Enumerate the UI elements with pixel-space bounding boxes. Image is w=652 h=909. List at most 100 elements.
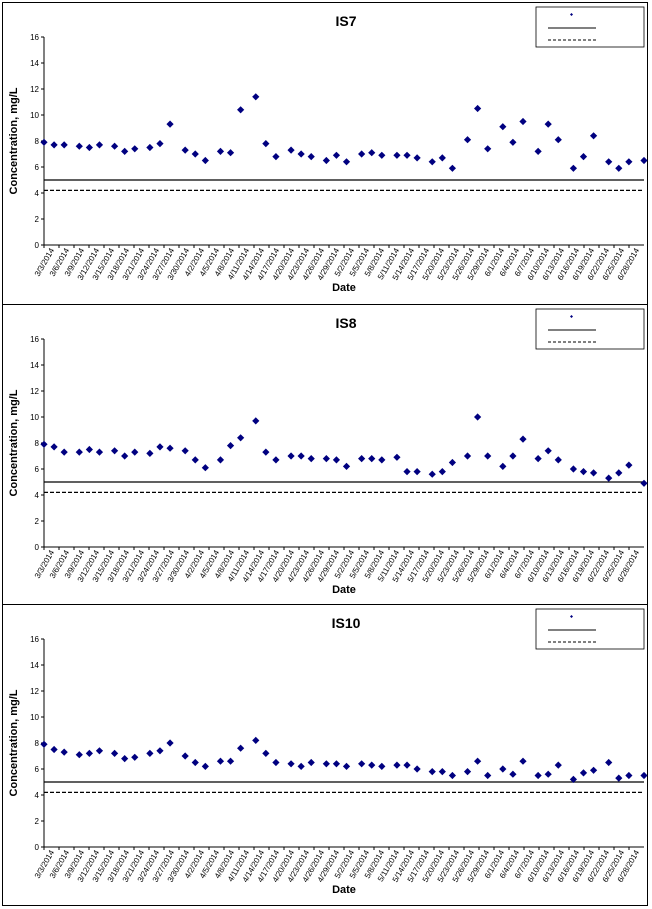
data-point <box>146 749 154 757</box>
y-tick-label: 6 <box>35 465 40 474</box>
data-point <box>484 452 492 460</box>
data-point <box>332 760 341 768</box>
data-point <box>484 771 492 780</box>
data-point <box>156 443 164 451</box>
y-tick-label: 14 <box>30 361 39 370</box>
data-point <box>554 136 562 144</box>
data-point <box>438 154 446 162</box>
data-point <box>438 768 446 776</box>
y-tick-label: 4 <box>35 791 40 800</box>
data-point <box>448 458 457 467</box>
data-point <box>448 164 457 172</box>
data-point <box>569 465 578 473</box>
data-point <box>85 143 93 152</box>
chart-panel-is10: IS10 0 2 4 6 8 10 12 14 16 3/3/2014 3/6/2014 3/9/201… <box>4 606 648 904</box>
data-point <box>605 474 613 482</box>
data-point <box>519 117 527 126</box>
data-point <box>60 748 68 756</box>
data-point <box>463 136 472 144</box>
data-point <box>332 456 341 464</box>
data-point <box>110 142 119 150</box>
data-point <box>262 448 270 456</box>
data-point <box>544 770 552 778</box>
y-tick-label: 12 <box>30 687 39 696</box>
data-point <box>589 766 598 774</box>
data-point <box>297 150 305 158</box>
y-axis-title: Concentration, mg/L <box>8 389 20 496</box>
data-point <box>146 143 154 152</box>
panel-divider <box>2 604 648 605</box>
y-tick-label: 6 <box>35 765 40 774</box>
data-point <box>544 447 552 455</box>
data-point <box>428 470 436 478</box>
data-point <box>75 142 83 150</box>
legend-box <box>535 608 645 650</box>
data-point <box>166 739 174 747</box>
data-point <box>378 762 386 770</box>
data-point <box>403 151 411 159</box>
data-point <box>625 771 633 780</box>
data-point <box>191 758 199 767</box>
data-point <box>358 455 366 463</box>
data-point <box>191 150 199 158</box>
data-point <box>262 140 270 148</box>
data-point <box>358 760 366 768</box>
legend-box <box>535 308 645 350</box>
data-point <box>166 444 174 452</box>
data-point <box>287 452 295 460</box>
data-point <box>252 93 260 101</box>
y-tick-label: 10 <box>30 111 39 120</box>
data-point <box>191 456 199 464</box>
data-point <box>181 752 189 760</box>
data-point <box>342 158 351 166</box>
chart-title: IS7 <box>335 13 356 29</box>
data-point <box>95 747 104 755</box>
data-point <box>589 469 598 477</box>
y-tick-label: 4 <box>35 189 40 198</box>
chart-panel-is7: IS7 0 2 4 6 8 10 12 14 16 3/3/2014 3/6/2014 3/9/2014… <box>4 4 648 302</box>
data-point <box>131 448 139 456</box>
data-point <box>579 468 588 476</box>
data-point <box>201 464 209 472</box>
data-point <box>252 417 260 425</box>
data-point <box>131 145 139 153</box>
data-point <box>287 760 295 768</box>
data-point <box>579 153 588 161</box>
data-point <box>297 452 305 460</box>
data-point <box>534 147 542 155</box>
legend-marker <box>570 315 573 318</box>
x-axis-title: Date <box>332 884 356 896</box>
data-point <box>393 453 401 461</box>
data-point <box>110 749 119 757</box>
y-tick-label: 12 <box>30 85 39 94</box>
data-point <box>393 151 401 159</box>
data-point <box>625 461 633 469</box>
data-point <box>146 449 154 457</box>
data-point <box>131 753 139 761</box>
y-tick-label: 16 <box>30 33 39 42</box>
data-point <box>413 765 421 773</box>
data-point <box>413 468 421 476</box>
data-point <box>499 123 507 131</box>
data-point <box>509 138 517 146</box>
data-point <box>342 462 351 470</box>
data-point <box>121 452 129 460</box>
data-point <box>237 744 245 752</box>
legend <box>535 608 645 650</box>
panel-divider <box>2 304 648 305</box>
data-point <box>75 448 83 456</box>
data-point <box>216 757 225 765</box>
data-point <box>378 456 386 464</box>
data-point <box>589 132 598 140</box>
data-point <box>322 156 330 165</box>
chart-panel-is8: IS8 0 2 4 6 8 10 12 14 16 3/3/2014 3/6/2014 3/9/2014… <box>4 306 648 604</box>
data-point <box>428 768 436 776</box>
chart-title: IS8 <box>335 315 356 331</box>
data-point <box>262 749 270 757</box>
data-point <box>554 761 562 769</box>
data-point <box>50 443 58 451</box>
data-point <box>509 452 517 460</box>
y-tick-label: 10 <box>30 713 39 722</box>
data-point <box>342 762 351 770</box>
data-point <box>368 761 376 769</box>
